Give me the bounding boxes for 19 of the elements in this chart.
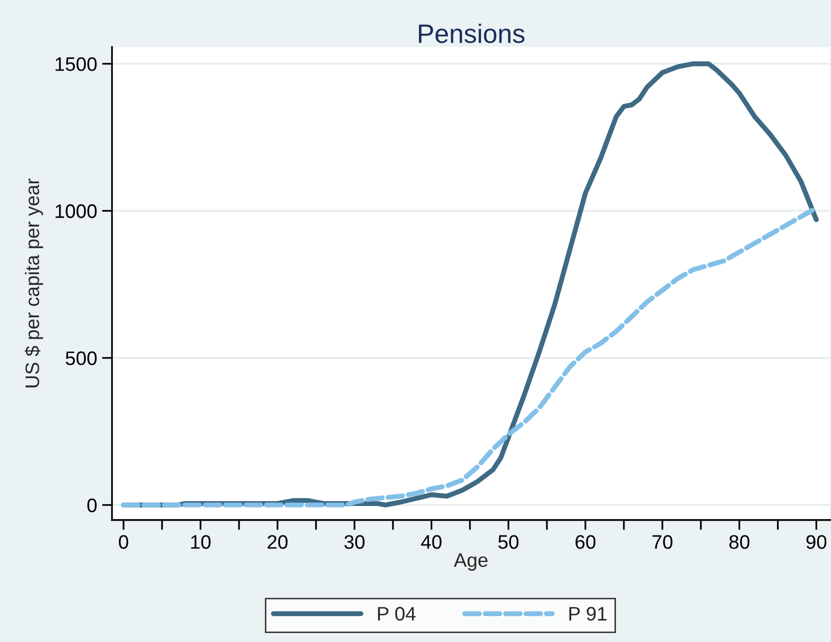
x-tick-label: 10	[191, 535, 211, 549]
x-axis-title: Age	[454, 553, 488, 571]
x-tick-label: 90	[806, 535, 826, 549]
x-tick-label: 20	[268, 535, 288, 549]
y-tick-label: 500	[66, 351, 97, 366]
x-tick-label: 40	[421, 535, 442, 549]
y-tick-label: 1500	[56, 57, 97, 72]
legend-label: P 91	[569, 606, 606, 621]
y-tick-label: 0	[87, 498, 97, 512]
y-tick-label: 1000	[56, 204, 97, 218]
x-tick-label: 0	[118, 535, 128, 549]
x-tick-label: 30	[344, 535, 365, 549]
x-tick-label: 80	[729, 535, 750, 549]
x-tick-label: 50	[498, 535, 518, 549]
chart-title: Pensions	[418, 24, 524, 44]
y-axis-title: US $ per capita per year	[24, 178, 44, 388]
x-tick-label: 60	[576, 535, 596, 549]
x-tick-label: 70	[652, 535, 672, 549]
legend-label: P 04	[378, 606, 416, 621]
